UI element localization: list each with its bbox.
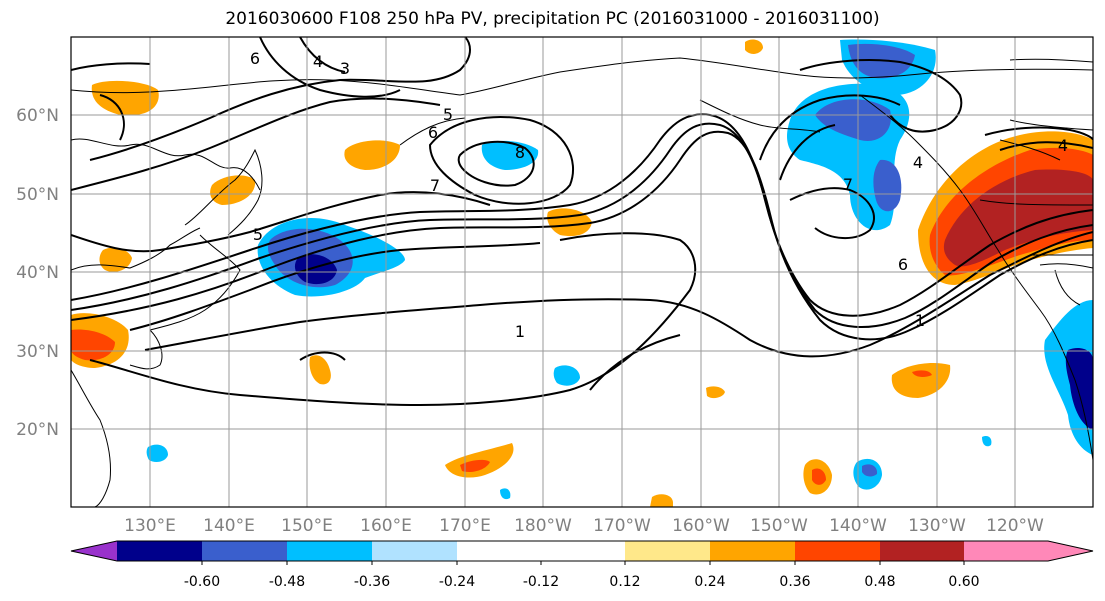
- colorbar-tick-label: -0.12: [523, 574, 559, 590]
- colorbar-extend-min: [71, 541, 117, 561]
- contour-label: 7: [430, 176, 440, 195]
- colorbar-tick-label: -0.60: [184, 574, 220, 590]
- pv-contours: [71, 37, 1093, 407]
- colorbar-bin: [457, 541, 541, 561]
- colorbar-tick-label: 0.48: [864, 574, 895, 590]
- contour-label: 6: [428, 123, 438, 142]
- contour-label: 5: [253, 225, 263, 244]
- lon-label: 120°W: [986, 516, 1044, 536]
- map-frame: [70, 36, 1094, 508]
- colorbar-bin: [625, 541, 710, 561]
- contour-label: 6: [898, 255, 908, 274]
- colorbar-bin: [710, 541, 795, 561]
- map-title: 2016030600 F108 250 hPa PV, precipitatio…: [225, 9, 880, 29]
- colorbar-tick-label: -0.36: [354, 574, 390, 590]
- contour-labels: 6 4 3 6 5 8 7 5 1 7 6 1 4 4: [250, 49, 1068, 341]
- colorbar-bin: [795, 541, 880, 561]
- colorbar-bin: [372, 541, 457, 561]
- lat-label: 40°N: [16, 263, 59, 283]
- contour-label: 6: [250, 49, 260, 68]
- colorbar-bin: [964, 541, 1048, 561]
- colorbar-bin: [541, 541, 625, 561]
- contour-label: 1: [915, 311, 925, 330]
- contour-label: 5: [443, 105, 453, 124]
- lon-label: 130°W: [908, 516, 966, 536]
- colorbar-bin: [117, 541, 202, 561]
- lon-label: 170°E: [439, 516, 491, 536]
- lat-label: 20°N: [16, 420, 59, 440]
- lon-label: 140°E: [203, 516, 255, 536]
- lon-label: 170°W: [593, 516, 651, 536]
- contour-label: 4: [313, 52, 323, 71]
- lon-label: 150°E: [281, 516, 333, 536]
- lon-label: 160°W: [672, 516, 730, 536]
- lat-label: 50°N: [16, 185, 59, 205]
- colorbar: -0.60 -0.48 -0.36 -0.24 -0.12 0.12 0.24 …: [70, 540, 1094, 590]
- contour-label: 3: [340, 59, 350, 78]
- colorbar-outline: [70, 540, 1094, 562]
- colorbar-bin: [880, 541, 964, 561]
- lon-label: 160°E: [360, 516, 412, 536]
- colorbar-tick-label: -0.24: [439, 574, 475, 590]
- contour-label: 8: [515, 143, 525, 162]
- longitude-axis: 130°E 140°E 150°E 160°E 170°E 180°W 170°…: [124, 516, 1044, 536]
- colorbar-tick-label: 0.36: [779, 574, 810, 590]
- contour-label: 4: [913, 153, 923, 172]
- contour-label: 4: [1058, 136, 1068, 155]
- colorbar-tick-label: 0.12: [609, 574, 640, 590]
- colorbar-bin: [202, 541, 287, 561]
- lon-label: 130°E: [124, 516, 176, 536]
- latitude-axis: 60°N 50°N 40°N 30°N 20°N: [16, 106, 59, 440]
- colorbar-bin: [287, 541, 372, 561]
- coastlines: [71, 57, 1093, 507]
- contour-label: 1: [515, 322, 525, 341]
- lat-label: 60°N: [16, 106, 59, 126]
- colorbar-tick-label: 0.60: [948, 574, 979, 590]
- colorbar-extend-max: [1048, 541, 1093, 561]
- lon-label: 140°W: [829, 516, 887, 536]
- lat-label: 30°N: [16, 342, 59, 362]
- lon-label: 150°W: [750, 516, 808, 536]
- colorbar-tick-label: 0.24: [694, 574, 725, 590]
- lon-label: 180°W: [514, 516, 572, 536]
- colorbar-tick-label: -0.48: [269, 574, 305, 590]
- gridlines: [71, 37, 1093, 507]
- contour-label: 7: [843, 175, 853, 194]
